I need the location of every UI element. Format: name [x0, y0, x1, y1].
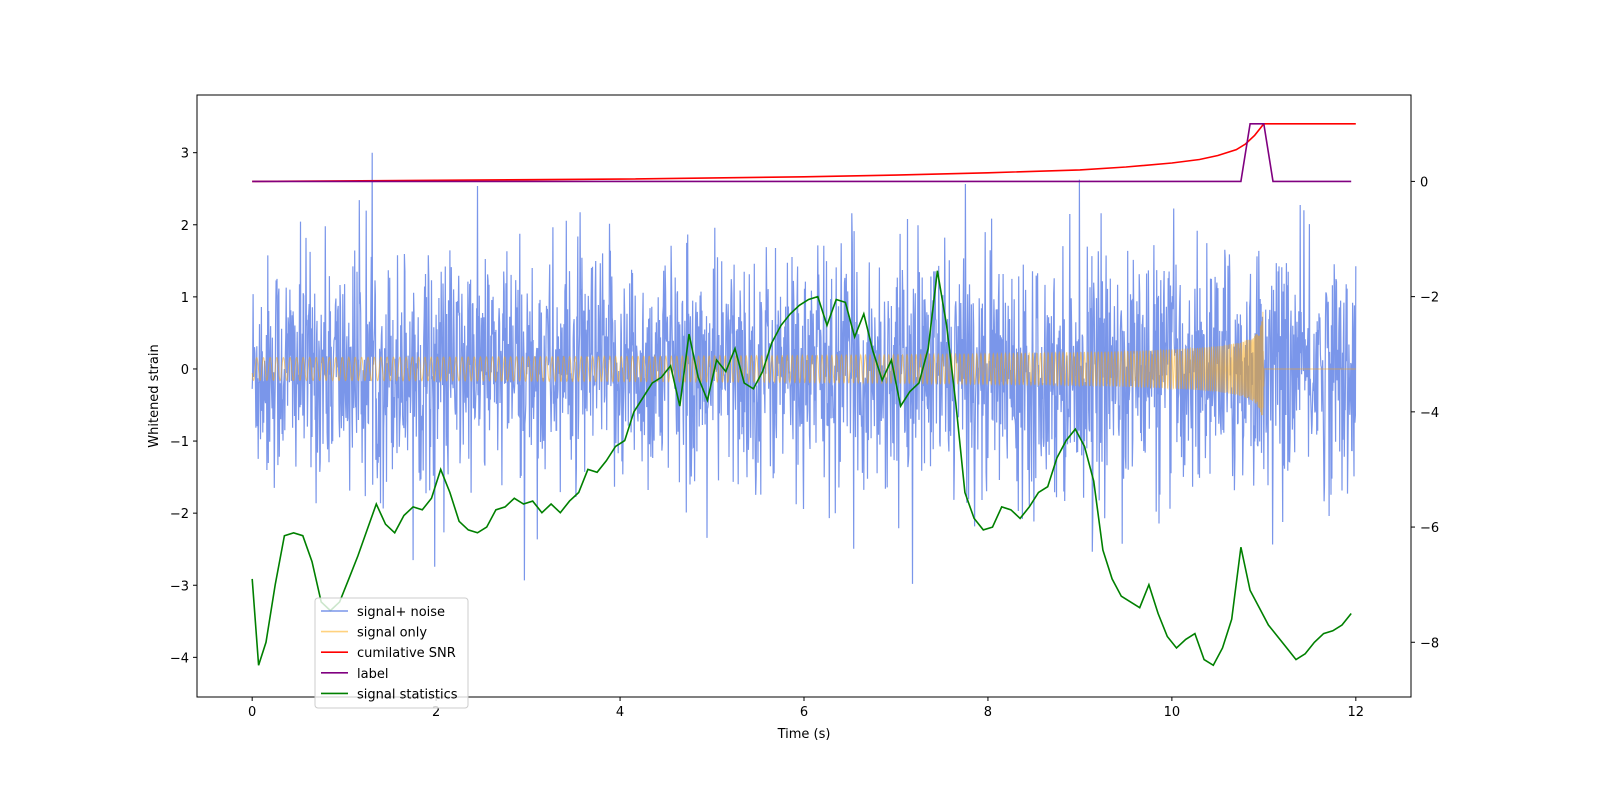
- right-axis-series-group: [251, 123, 1356, 667]
- legend: signal+ noise signal only cumilative SNR la…: [314, 597, 469, 709]
- series-line-signal-statistics: [251, 270, 1352, 667]
- y2-tick-label: −4: [1420, 406, 1439, 421]
- y-tick-label: 2: [181, 219, 189, 234]
- series-line-signal-noise: [251, 152, 1357, 584]
- x-axis-label: Time (s): [777, 727, 831, 742]
- x-tick-label: 8: [984, 705, 992, 720]
- y-tick-label: −1: [170, 435, 189, 450]
- y2-tick-label: −6: [1420, 521, 1439, 536]
- series-line-cumilative-snr: [252, 123, 1356, 183]
- y-tick-label: −3: [170, 579, 189, 594]
- y-axis-label: Whitened strain: [147, 344, 162, 447]
- x-tick-label: 2: [432, 705, 440, 720]
- y-tick-label: 0: [181, 363, 189, 378]
- x-tick-label: 4: [616, 705, 624, 720]
- legend-label: cumilative SNR: [357, 646, 456, 661]
- y2-tick-label: 0: [1420, 175, 1428, 190]
- x-tick-label: 6: [800, 705, 808, 720]
- y-tick-label: 3: [181, 147, 189, 162]
- signal-noise-series-group: [251, 152, 1357, 584]
- y-tick-label: −4: [170, 651, 189, 666]
- legend-label: label: [357, 667, 388, 682]
- y-axis-right: −8 −6 −4 −2 0: [1411, 175, 1439, 651]
- series-line-label: [252, 123, 1352, 183]
- x-tick-label: 10: [1164, 705, 1181, 720]
- y-tick-label: 1: [181, 291, 189, 306]
- x-tick-label: 0: [248, 705, 256, 720]
- legend-box: [314, 597, 469, 709]
- signal-only-series-group: [251, 311, 1356, 416]
- legend-label: signal only: [357, 626, 427, 641]
- legend-label: signal+ noise: [357, 605, 445, 620]
- y2-tick-label: −2: [1420, 291, 1439, 306]
- series-line-signal-only: [251, 311, 1356, 416]
- y-axis-left: −4 −3 −2 −1 0 1 2 3: [170, 147, 197, 666]
- y-tick-label: −2: [170, 507, 189, 522]
- y2-tick-label: −8: [1420, 636, 1439, 651]
- legend-label: signal statistics: [357, 687, 458, 702]
- x-tick-label: 12: [1348, 705, 1365, 720]
